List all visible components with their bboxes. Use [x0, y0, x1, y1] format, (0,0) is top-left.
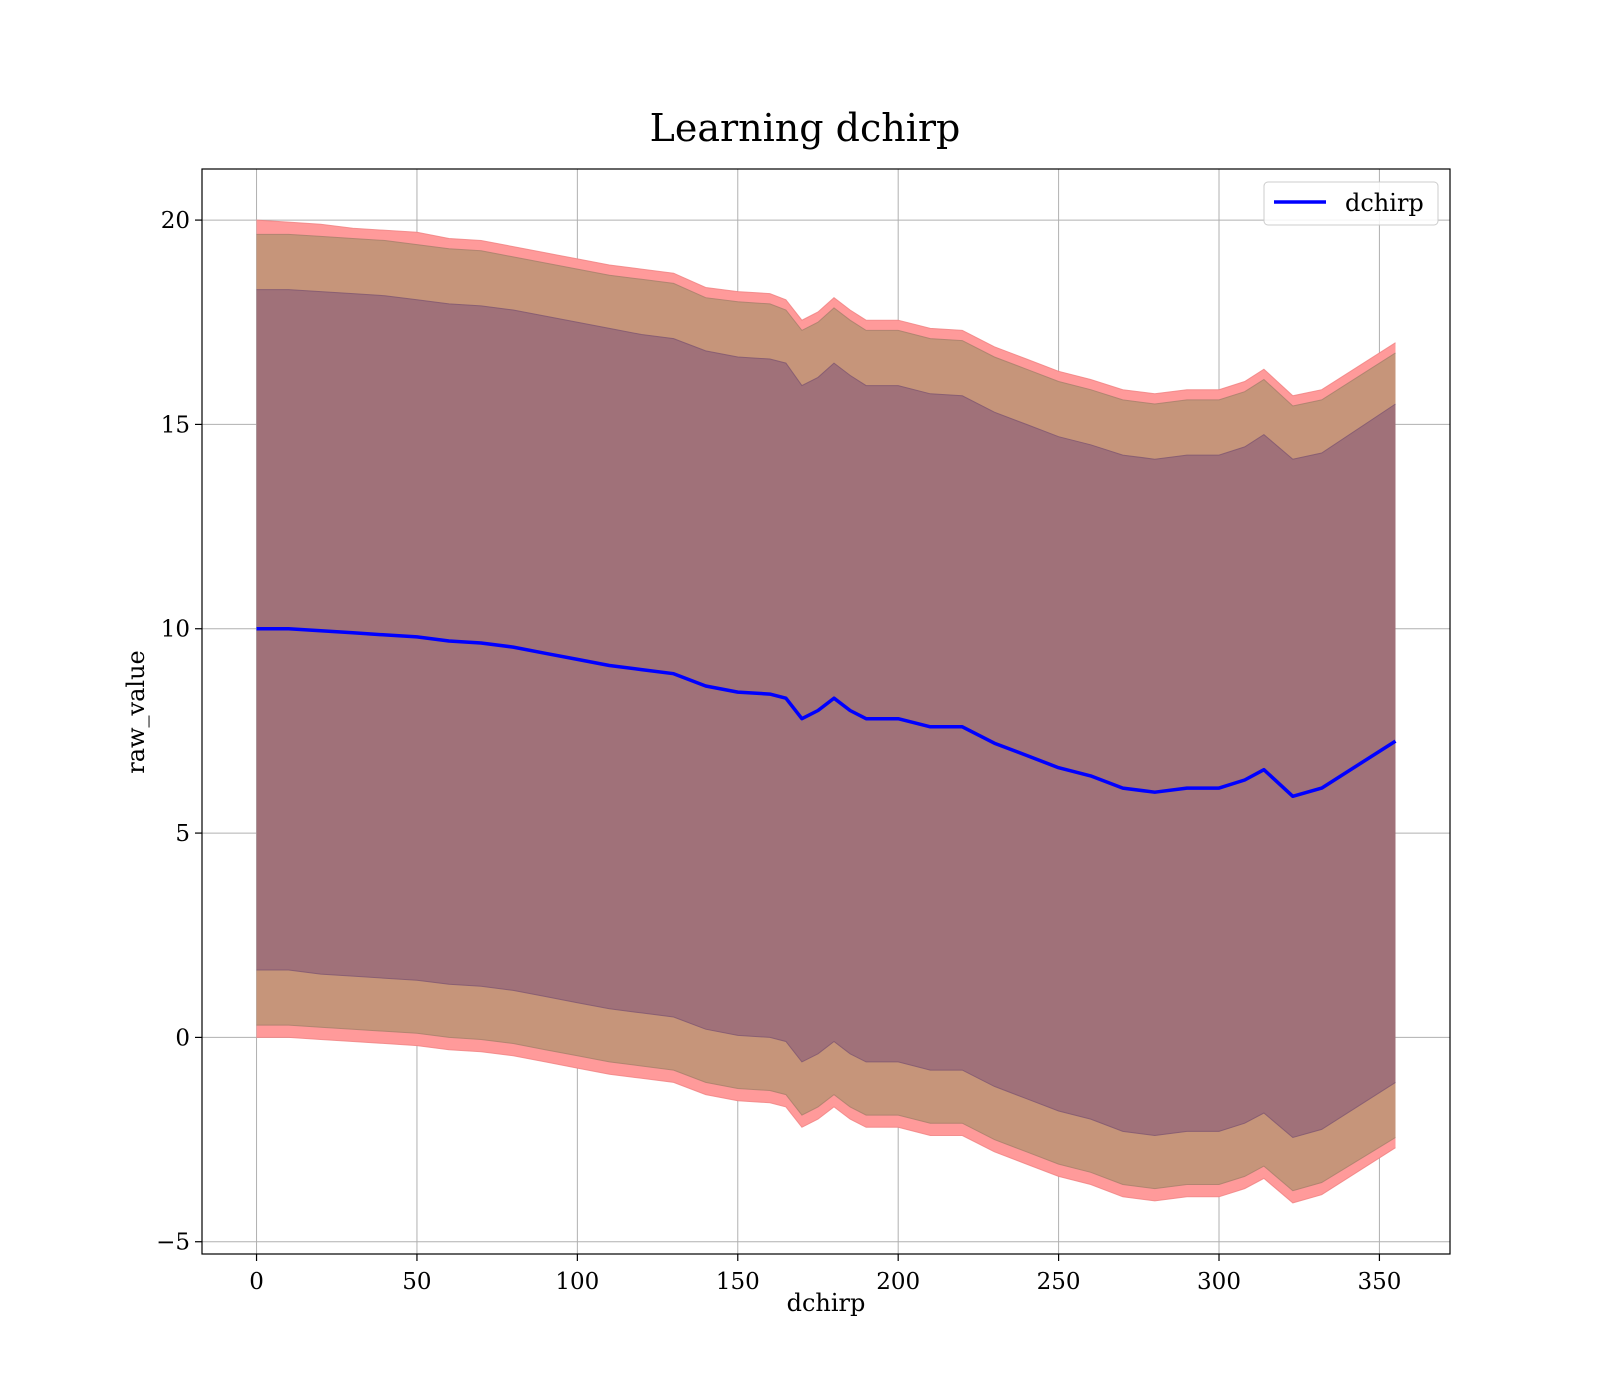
- x-tick-label-2: 100: [555, 1269, 599, 1295]
- y-axis-ticks: −5 0 5 10 15 20: [156, 208, 202, 1256]
- y-axis-label: raw_value: [122, 650, 150, 774]
- x-tick-label-1: 50: [402, 1269, 431, 1295]
- inner-band: [256, 289, 1396, 1138]
- legend: dchirp: [1263, 181, 1439, 226]
- band-edge-inner-lower: [256, 969, 1396, 1139]
- dchirp-line: [256, 626, 1397, 799]
- x-tick-label-5: 250: [1037, 1269, 1081, 1295]
- y-tick-label-0: −5: [156, 1230, 190, 1256]
- y-tick-label-5: 20: [161, 208, 190, 234]
- band-edge-middle-upper: [256, 233, 1396, 407]
- legend-box: [1263, 181, 1439, 226]
- chart-title: Learning dchirp: [650, 106, 961, 150]
- band-edge-inner-upper: [256, 289, 1396, 460]
- x-axis-ticks: 0 50 100 150 200 250 300 350: [249, 1254, 1401, 1295]
- band-edge-outer-upper: [256, 219, 1396, 397]
- y-tick-label-2: 5: [175, 821, 190, 847]
- x-tick-label-7: 350: [1357, 1269, 1401, 1295]
- legend-entry-label: dchirp: [1345, 189, 1424, 217]
- y-tick-label-1: 0: [175, 1025, 190, 1051]
- series-lines: [256, 626, 1397, 799]
- y-tick-label-4: 15: [161, 412, 190, 438]
- x-tick-label-6: 300: [1197, 1269, 1241, 1295]
- y-tick-label-3: 10: [161, 617, 190, 643]
- band-edge-middle-lower: [256, 1024, 1396, 1192]
- x-tick-label-3: 150: [716, 1269, 760, 1295]
- uncertainty-bands: [256, 219, 1396, 1204]
- x-tick-label-0: 0: [249, 1269, 264, 1295]
- x-tick-label-4: 200: [876, 1269, 920, 1295]
- x-axis-label: dchirp: [787, 1289, 866, 1317]
- band-edge-outer-lower: [256, 1036, 1396, 1204]
- plot-frame: [201, 168, 1451, 1255]
